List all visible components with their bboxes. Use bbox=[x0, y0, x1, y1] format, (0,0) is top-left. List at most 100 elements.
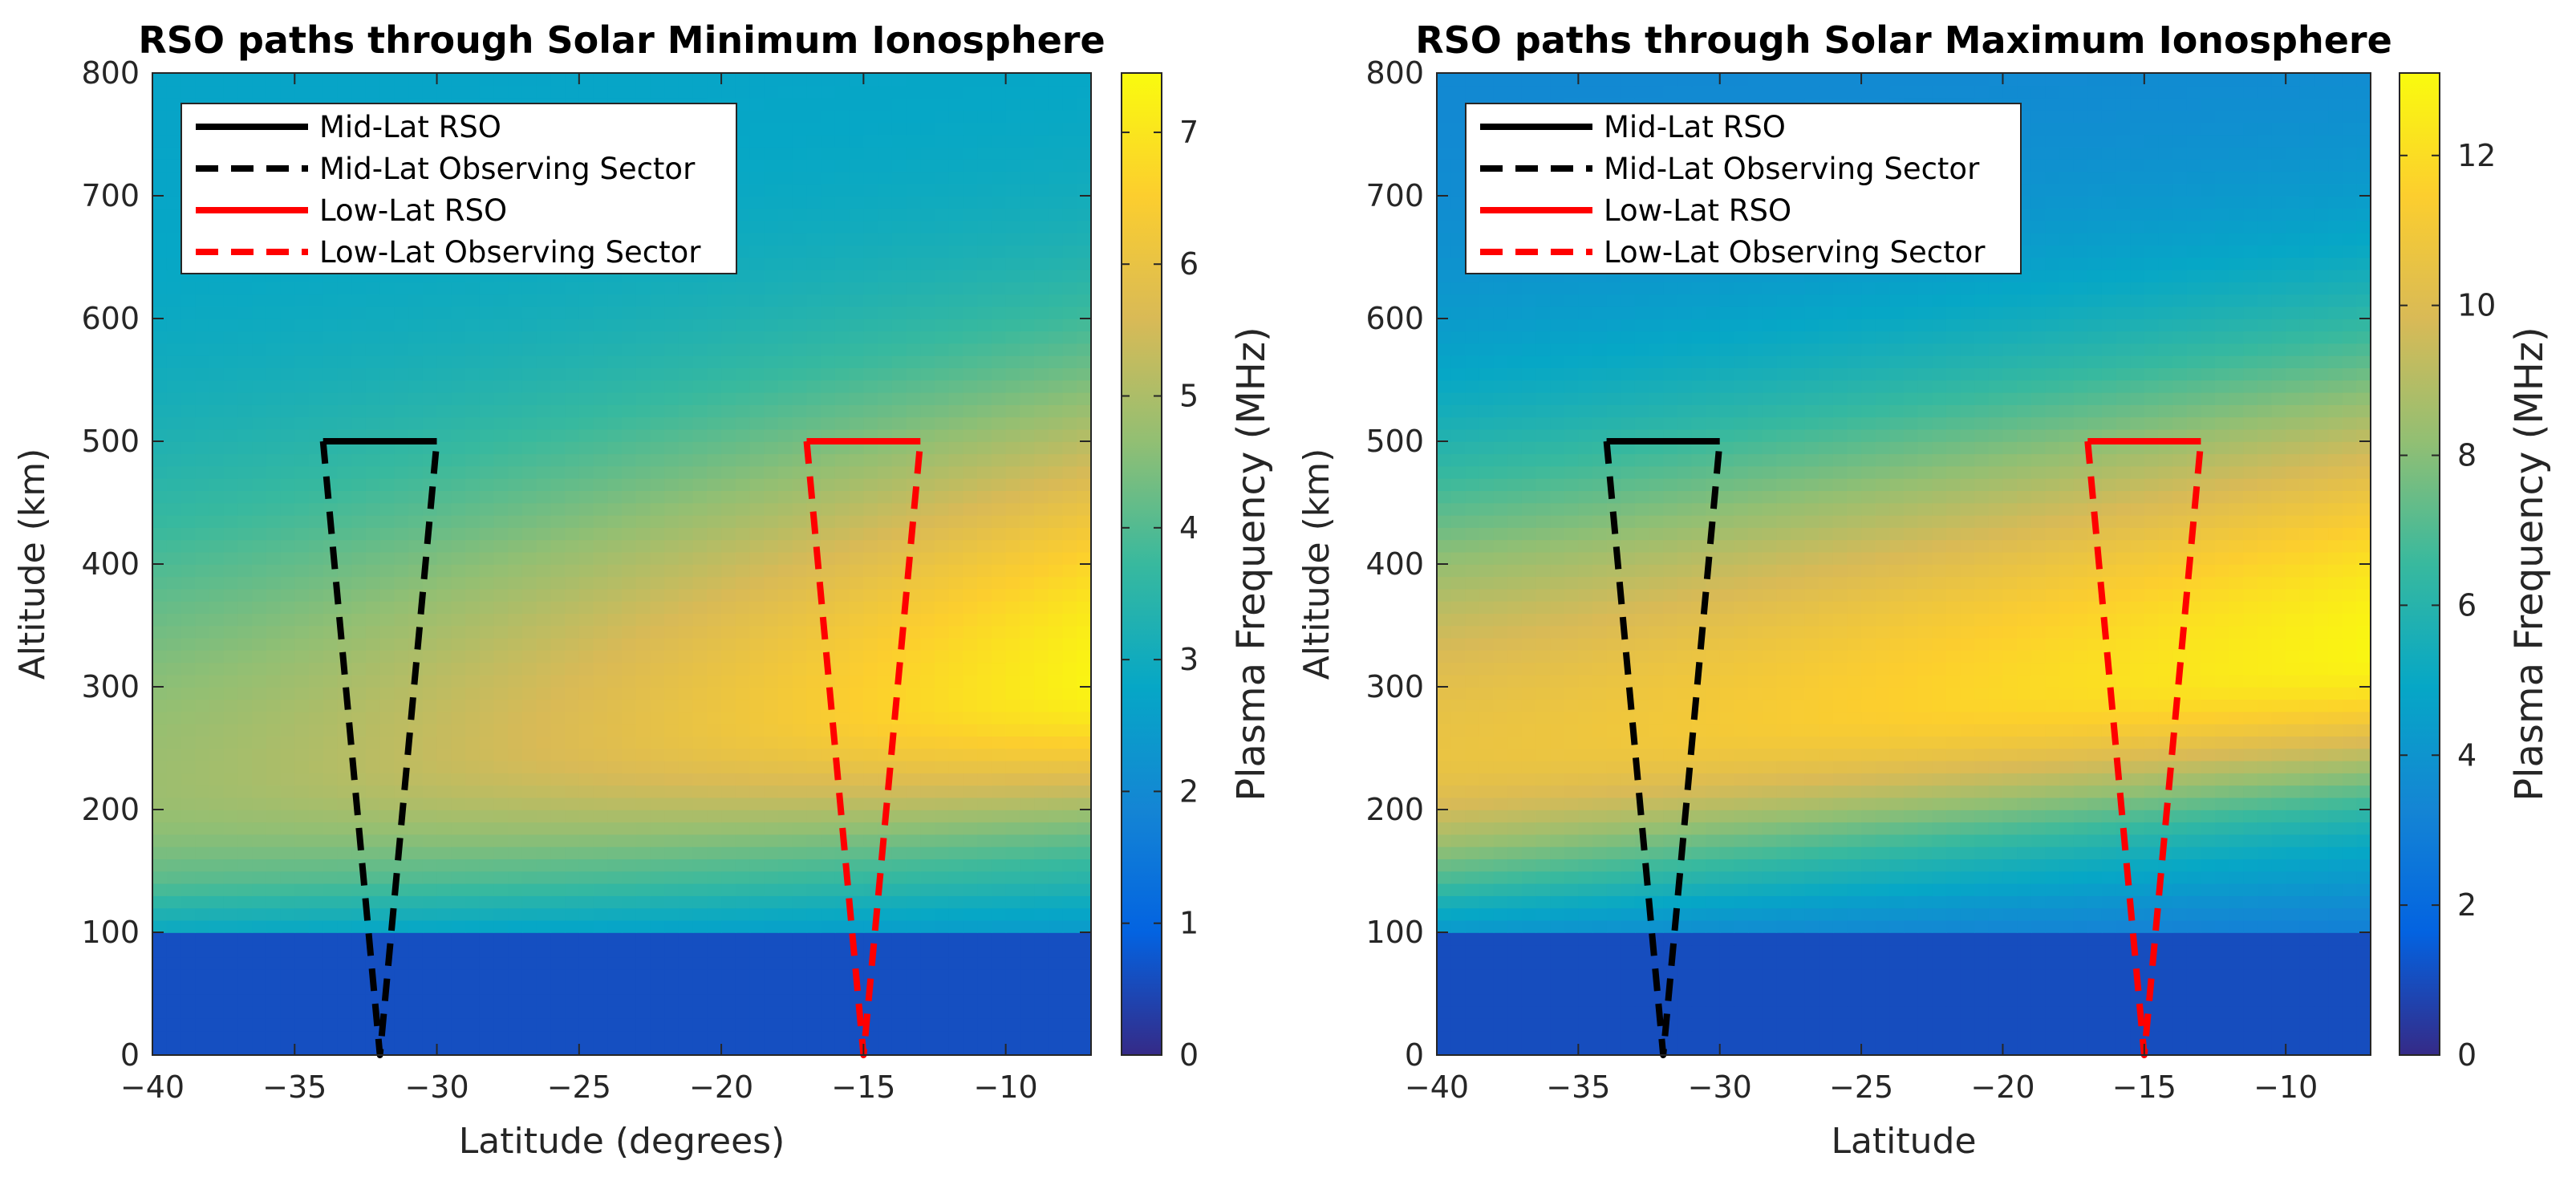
heatmap-cell bbox=[834, 637, 850, 651]
heatmap-cell bbox=[508, 319, 523, 332]
heatmap-cell bbox=[408, 404, 424, 418]
heatmap-cell bbox=[152, 196, 168, 209]
heatmap-cell bbox=[465, 1018, 481, 1032]
heatmap-cell bbox=[280, 465, 296, 479]
heatmap-cell bbox=[280, 490, 296, 504]
heatmap-cell bbox=[920, 343, 935, 356]
heatmap-cell bbox=[181, 956, 196, 970]
heatmap-cell bbox=[1048, 883, 1064, 896]
heatmap-cell bbox=[479, 785, 495, 798]
heatmap-cell bbox=[565, 993, 580, 1007]
heatmap-cell bbox=[749, 993, 765, 1007]
heatmap-cell bbox=[749, 331, 765, 344]
heatmap-cell bbox=[920, 232, 935, 246]
heatmap-cell bbox=[948, 773, 964, 786]
heatmap-cell bbox=[891, 343, 907, 356]
heatmap-cell bbox=[493, 822, 509, 835]
heatmap-cell bbox=[792, 1018, 808, 1032]
heatmap-cell bbox=[1034, 539, 1049, 553]
heatmap-cell bbox=[849, 392, 865, 405]
heatmap-cell bbox=[1048, 699, 1064, 712]
heatmap-cell bbox=[195, 355, 210, 368]
heatmap-cell bbox=[764, 810, 779, 823]
heatmap-cell bbox=[1048, 576, 1064, 590]
heatmap-cell bbox=[678, 785, 694, 798]
heatmap-cell bbox=[635, 576, 651, 590]
heatmap-cell bbox=[536, 441, 552, 455]
heatmap-cell bbox=[309, 1018, 324, 1032]
heatmap-cell bbox=[977, 600, 992, 614]
heatmap-cell bbox=[465, 502, 481, 516]
heatmap-cell bbox=[394, 723, 409, 737]
heatmap-cell bbox=[181, 428, 196, 442]
heatmap-cell bbox=[963, 822, 978, 835]
heatmap-cell bbox=[806, 932, 821, 946]
heatmap-cell bbox=[920, 220, 935, 233]
heatmap-cell bbox=[479, 367, 495, 381]
heatmap-cell bbox=[735, 355, 751, 368]
heatmap-cell bbox=[906, 600, 922, 614]
heatmap-cell bbox=[664, 343, 679, 356]
heatmap-cell bbox=[152, 858, 168, 872]
heatmap-cell bbox=[1034, 907, 1049, 921]
heatmap-cell bbox=[1034, 392, 1049, 405]
heatmap-cell bbox=[650, 687, 665, 700]
heatmap-cell bbox=[778, 527, 793, 541]
heatmap-cell bbox=[252, 404, 267, 418]
heatmap-cell bbox=[664, 810, 679, 823]
heatmap-cell bbox=[963, 748, 978, 761]
heatmap-cell bbox=[650, 723, 665, 737]
heatmap-cell bbox=[379, 1042, 396, 1056]
heatmap-cell bbox=[948, 846, 964, 859]
heatmap-cell bbox=[721, 1042, 736, 1056]
heatmap-cell bbox=[1005, 502, 1021, 516]
heatmap-cell bbox=[1062, 699, 1078, 712]
heatmap-cell bbox=[806, 687, 821, 700]
heatmap-cell bbox=[792, 1042, 808, 1056]
heatmap-cell bbox=[792, 1005, 808, 1019]
heatmap-cell bbox=[834, 196, 850, 209]
heatmap-cell bbox=[379, 748, 396, 761]
heatmap-cell bbox=[891, 282, 907, 295]
heatmap-cell bbox=[692, 294, 708, 307]
heatmap-cell bbox=[920, 895, 935, 909]
heatmap-cell bbox=[521, 514, 538, 528]
heatmap-cell bbox=[707, 711, 722, 724]
heatmap-cell bbox=[948, 245, 964, 258]
heatmap-cell bbox=[863, 343, 878, 356]
heatmap-cell bbox=[991, 968, 1007, 982]
heatmap-cell bbox=[465, 760, 481, 773]
heatmap-cell bbox=[223, 834, 239, 847]
heatmap-cell bbox=[181, 625, 196, 639]
heatmap-cell bbox=[792, 674, 808, 688]
heatmap-cell bbox=[252, 822, 267, 835]
heatmap-cell bbox=[607, 343, 623, 356]
heatmap-cell bbox=[650, 968, 665, 982]
heatmap-cell bbox=[337, 527, 352, 541]
heatmap-cell bbox=[749, 159, 765, 172]
heatmap-cell bbox=[436, 883, 452, 896]
heatmap-cell bbox=[1005, 956, 1021, 970]
heatmap-cell bbox=[550, 282, 566, 295]
heatmap-cell bbox=[479, 871, 495, 884]
heatmap-cell bbox=[707, 699, 722, 712]
heatmap-cell bbox=[977, 514, 992, 528]
heatmap-cell bbox=[735, 846, 751, 859]
heatmap-cell bbox=[493, 343, 509, 356]
heatmap-cell bbox=[764, 760, 779, 773]
heatmap-cell bbox=[536, 871, 552, 884]
heatmap-cell bbox=[607, 834, 623, 847]
heatmap-cell bbox=[521, 613, 538, 627]
heatmap-cell bbox=[664, 416, 679, 430]
heatmap-cell bbox=[536, 968, 552, 982]
heatmap-cell bbox=[792, 319, 808, 332]
heatmap-cell bbox=[1020, 822, 1035, 835]
heatmap-cell bbox=[834, 527, 850, 541]
heatmap-cell bbox=[550, 981, 566, 995]
heatmap-cell bbox=[821, 134, 836, 148]
heatmap-cell bbox=[337, 477, 352, 491]
heatmap-cell bbox=[422, 650, 438, 664]
heatmap-cell bbox=[593, 539, 609, 553]
heatmap-cell bbox=[977, 797, 992, 810]
heatmap-cell bbox=[806, 331, 821, 344]
